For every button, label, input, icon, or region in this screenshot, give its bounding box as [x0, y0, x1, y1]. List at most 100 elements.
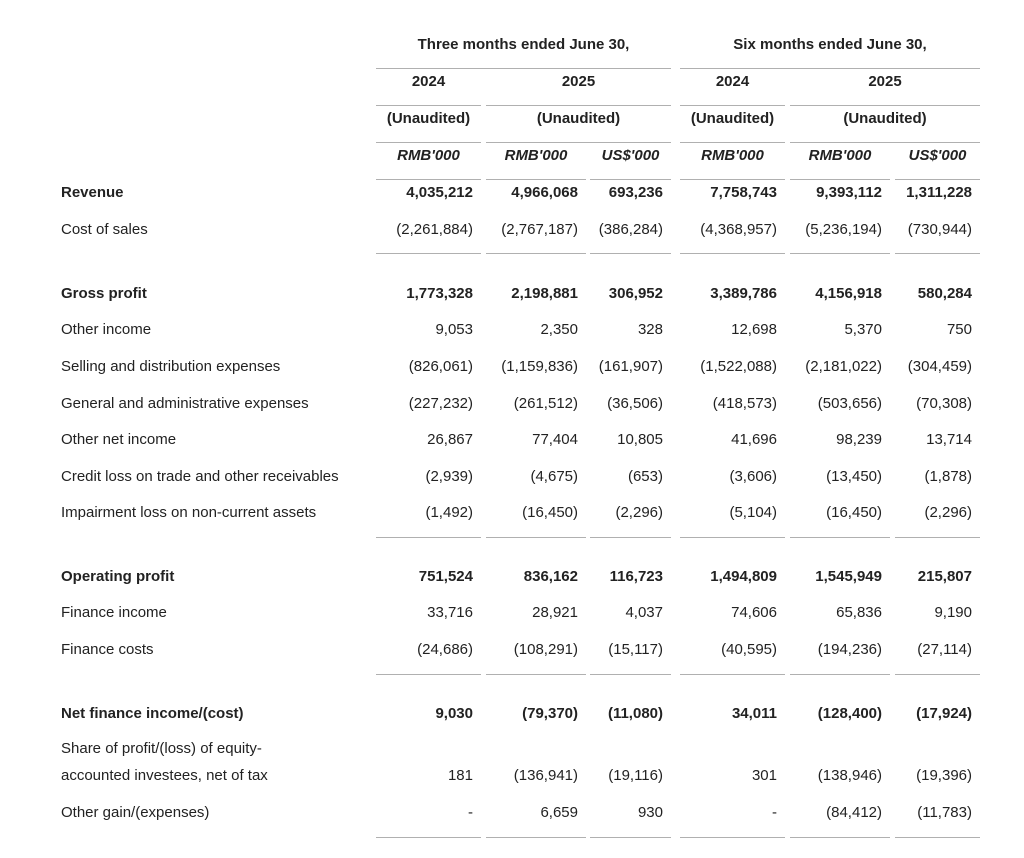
- header-divider: [790, 105, 980, 106]
- cell-value: (15,117): [608, 641, 663, 658]
- subtotal-divider: [590, 253, 671, 254]
- cell-value: 7,758,743: [710, 184, 777, 201]
- subtotal-divider: [680, 253, 785, 254]
- cell-value: 65,836: [836, 604, 882, 621]
- subtotal-divider: [680, 537, 785, 538]
- cell-value: 181: [447, 767, 473, 784]
- cell-value: (13,450): [826, 468, 882, 485]
- header-divider: [486, 142, 671, 143]
- cell-value: (5,104): [729, 504, 777, 521]
- cell-value: (161,907): [598, 358, 663, 375]
- cell-value: (16,450): [826, 504, 882, 521]
- cell-value: (11,080): [607, 705, 663, 722]
- group-title-six-months: Six months ended June 30,: [733, 36, 927, 53]
- cell-value: (826,061): [408, 358, 473, 375]
- cell-value: (730,944): [907, 221, 972, 238]
- cell-value: (503,656): [817, 395, 882, 412]
- cell-value: 930: [637, 804, 663, 821]
- cell-value: 26,867: [427, 431, 473, 448]
- header-divider: [376, 68, 671, 69]
- subtotal-divider: [680, 674, 785, 675]
- subtotal-divider: [680, 837, 785, 838]
- subtotal-divider: [590, 674, 671, 675]
- row-label: Revenue: [61, 184, 124, 201]
- row-label: Net finance income/(cost): [61, 705, 244, 722]
- currency-header: RMB'000: [504, 147, 568, 164]
- subtotal-divider: [486, 837, 586, 838]
- cell-value: (108,291): [513, 641, 578, 658]
- subtotal-divider: [790, 674, 890, 675]
- row-label: Gross profit: [61, 285, 147, 302]
- row-label: General and administrative expenses: [61, 395, 309, 412]
- subtotal-divider: [590, 837, 671, 838]
- cell-value: (84,412): [826, 804, 882, 821]
- cell-value: (11,783): [917, 804, 972, 821]
- cell-value: 10,805: [617, 431, 663, 448]
- cell-value: (19,116): [608, 767, 663, 784]
- row-label: Finance income: [61, 604, 167, 621]
- cell-value: 9,053: [435, 321, 473, 338]
- subtotal-divider: [790, 253, 890, 254]
- cell-value: (4,675): [530, 468, 578, 485]
- header-divider: [376, 142, 481, 143]
- group-title-three-months: Three months ended June 30,: [417, 36, 630, 53]
- cell-value: 750: [946, 321, 972, 338]
- row-label-continued: accounted investees, net of tax: [61, 767, 268, 784]
- currency-header: US$'000: [908, 147, 967, 164]
- cell-value: 215,807: [917, 568, 972, 585]
- audit-header: (Unaudited): [386, 110, 471, 127]
- subtotal-divider: [895, 837, 980, 838]
- subtotal-divider: [895, 253, 980, 254]
- cell-value: (653): [627, 468, 663, 485]
- cell-value: 328: [637, 321, 663, 338]
- cell-value: (386,284): [598, 221, 663, 238]
- cell-value: (418,573): [712, 395, 777, 412]
- cell-value: (27,114): [917, 641, 972, 658]
- year-header: 2025: [868, 73, 902, 90]
- cell-value: 6,659: [540, 804, 578, 821]
- row-label: Operating profit: [61, 568, 175, 585]
- cell-value: (36,506): [607, 395, 663, 412]
- cell-value: (2,296): [615, 504, 663, 521]
- cell-value: (2,261,884): [396, 221, 473, 238]
- year-header: 2024: [715, 73, 750, 90]
- subtotal-divider: [590, 537, 671, 538]
- cell-value: 4,156,918: [815, 285, 882, 302]
- row-label: Share of profit/(loss) of equity-: [61, 740, 262, 757]
- cell-value: (79,370): [522, 705, 578, 722]
- cell-value: 5,370: [844, 321, 882, 338]
- cell-value: 4,037: [625, 604, 663, 621]
- cell-value: (17,924): [916, 705, 972, 722]
- subtotal-divider: [486, 537, 586, 538]
- cell-value: (2,767,187): [501, 221, 578, 238]
- cell-value: (4,368,957): [700, 221, 777, 238]
- year-header: 2025: [561, 73, 596, 90]
- cell-value: 9,190: [934, 604, 972, 621]
- header-divider: [790, 142, 980, 143]
- cell-value: 1,545,949: [815, 568, 882, 585]
- cell-value: 12,698: [731, 321, 777, 338]
- cell-value: 34,011: [731, 705, 777, 722]
- cell-value: (227,232): [408, 395, 473, 412]
- cell-value: 1,773,328: [406, 285, 473, 302]
- cell-value: 3,389,786: [710, 285, 777, 302]
- row-label: Impairment loss on non-current assets: [61, 504, 317, 521]
- cell-value: 13,714: [926, 431, 972, 448]
- cell-value: (3,606): [729, 468, 777, 485]
- audit-header: (Unaudited): [536, 110, 621, 127]
- header-divider: [486, 105, 671, 106]
- cell-value: (5,236,194): [805, 221, 882, 238]
- row-label: Other gain/(expenses): [61, 804, 210, 821]
- cell-value: 9,393,112: [816, 184, 882, 201]
- subtotal-divider: [376, 537, 481, 538]
- header-divider: [895, 179, 980, 180]
- row-label: Finance costs: [61, 641, 154, 658]
- cell-value: 41,696: [731, 431, 777, 448]
- currency-header: US$'000: [601, 147, 660, 164]
- audit-header: (Unaudited): [843, 110, 927, 127]
- cell-value: 693,236: [608, 184, 663, 201]
- cell-value: -: [468, 804, 473, 821]
- cell-value: 4,966,068: [511, 184, 578, 201]
- cell-value: 2,350: [540, 321, 578, 338]
- subtotal-divider: [790, 837, 890, 838]
